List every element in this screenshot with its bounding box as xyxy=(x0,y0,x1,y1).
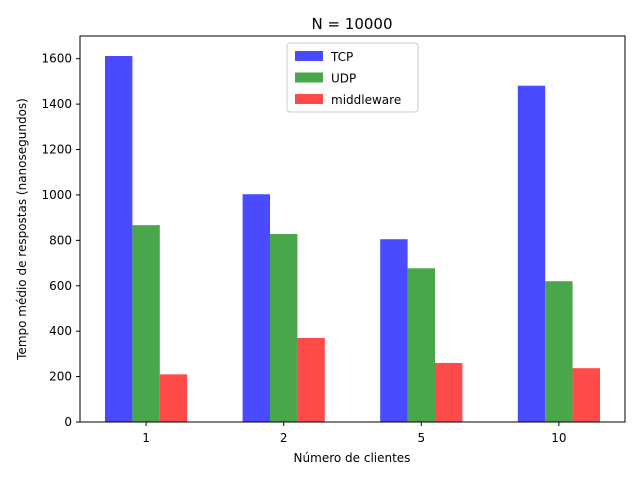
y-tick-label: 200 xyxy=(49,370,72,384)
legend-label-middleware: middleware xyxy=(331,93,401,107)
x-tick-label: 1 xyxy=(142,431,150,445)
y-axis: 0 200 400 600 800 1000 1200 1400 1600 xyxy=(41,52,80,429)
legend-label-udp: UDP xyxy=(331,72,356,86)
legend-label-tcp: TCP xyxy=(330,50,353,64)
bar-middleware-5 xyxy=(435,362,463,422)
y-tick-label: 1000 xyxy=(41,188,72,202)
bar-middleware-1 xyxy=(159,374,188,422)
bar-tcp-5 xyxy=(380,239,408,422)
y-tick-label: 0 xyxy=(64,415,72,429)
y-tick-label: 400 xyxy=(49,324,72,338)
bar-udp-10 xyxy=(545,281,573,422)
bar-udp-5 xyxy=(407,268,435,422)
bar-middleware-2 xyxy=(297,337,325,422)
legend-swatch-tcp xyxy=(295,51,323,61)
chart-title: N = 10000 xyxy=(311,15,392,33)
bar-tcp-10 xyxy=(517,85,546,422)
legend-swatch-middleware xyxy=(295,94,323,104)
y-tick-label: 600 xyxy=(49,279,72,293)
y-tick-label: 1400 xyxy=(41,97,72,111)
y-tick-label: 1600 xyxy=(41,52,72,66)
bar-tcp-1 xyxy=(105,55,133,422)
x-tick-label: 2 xyxy=(280,431,288,445)
bar-udp-2 xyxy=(270,234,298,422)
bars-group xyxy=(105,55,600,422)
y-axis-label: Tempo médio de respostas (nanosegundos) xyxy=(15,98,29,361)
legend: TCP UDP middleware xyxy=(286,42,419,113)
x-axis-label: Número de clientes xyxy=(294,451,411,465)
plot-frame xyxy=(79,35,626,423)
legend-swatch-udp xyxy=(295,72,323,83)
x-tick-label: 5 xyxy=(417,431,425,445)
bar-middleware-10 xyxy=(572,368,600,422)
x-axis: 1 2 5 10 xyxy=(142,422,567,445)
y-tick-label: 1200 xyxy=(41,143,72,157)
bar-udp-1 xyxy=(132,225,160,422)
x-tick-label: 10 xyxy=(551,431,566,445)
bar-tcp-2 xyxy=(242,194,270,422)
y-tick-label: 800 xyxy=(49,233,72,247)
